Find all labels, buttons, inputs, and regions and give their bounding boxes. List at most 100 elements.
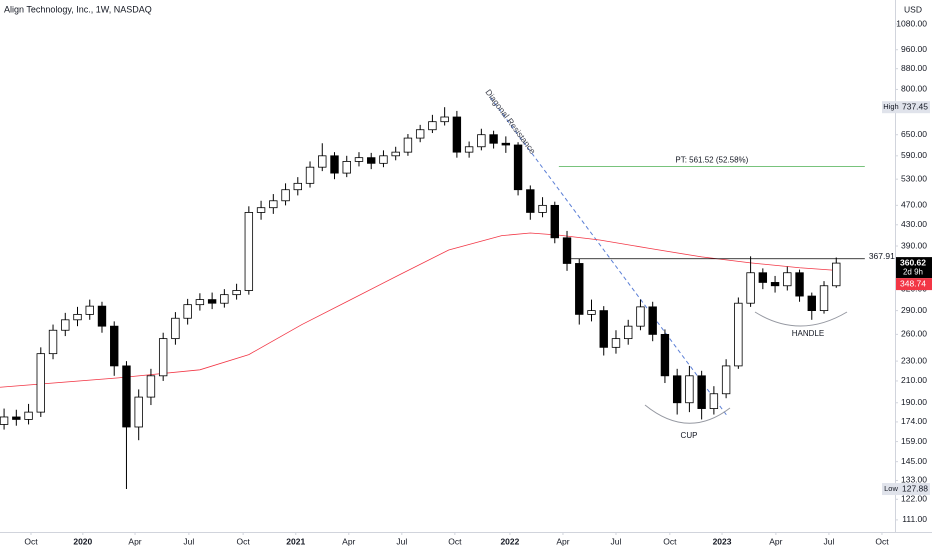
x-tick-label: Oct (448, 536, 462, 546)
candle-body (293, 182, 302, 191)
candle-body (795, 272, 804, 297)
x-tick-label: Jul (611, 536, 622, 546)
high-value: 737.45 (902, 101, 928, 111)
high-tag: High (883, 102, 898, 111)
candle-body (342, 161, 351, 174)
low-value-box (900, 483, 930, 496)
candle-body (134, 396, 143, 428)
cup-label: CUP (681, 431, 698, 440)
y-tick-label: 260.00 (901, 329, 927, 339)
y-tick-label: 590.00 (901, 150, 927, 160)
candle-body (538, 204, 547, 213)
candle-body (452, 116, 462, 153)
x-tick-label: Apr (556, 536, 569, 546)
y-tick-label: 145.00 (901, 456, 927, 466)
y-tick-label: 800.00 (901, 84, 927, 94)
candle-body (36, 353, 45, 413)
candle-body (562, 237, 572, 264)
y-tick-label: 190.00 (901, 397, 927, 407)
chart-title: Align Technology, Inc., 1W, NASDAQ (4, 4, 152, 14)
candle-body (685, 375, 694, 404)
candle-body (660, 333, 670, 377)
low-value: 127.88 (902, 483, 928, 493)
y-tick-label: 1080.00 (896, 18, 927, 28)
candle-body (256, 207, 266, 213)
x-tick-label: Oct (237, 536, 251, 546)
y-tick-label: 133.00 (901, 475, 927, 485)
y-tick-label: 174.00 (901, 416, 927, 426)
x-tick-label: Apr (342, 536, 355, 546)
x-tick-label: Jul (183, 536, 194, 546)
ma-price: 348.74 (900, 278, 926, 288)
countdown: 2d 9h (903, 268, 923, 277)
y-tick-label: 880.00 (901, 63, 927, 73)
candle-body (330, 155, 339, 174)
handle-arc (754, 311, 848, 327)
candle-body (758, 272, 768, 283)
y-tick-label: 530.00 (901, 173, 927, 183)
candle-body (734, 302, 743, 367)
y-tick-label: 470.00 (901, 200, 927, 210)
candle-body (12, 416, 21, 420)
x-tick-label: 2020 (73, 536, 92, 546)
candle-body (415, 129, 425, 139)
low-tag-box (882, 483, 900, 496)
candle-body (648, 306, 657, 335)
y-tick-label: 122.00 (901, 494, 927, 504)
candle-body (832, 262, 841, 287)
candle-body (158, 338, 168, 377)
candle-body (526, 189, 535, 213)
candle-body (183, 304, 192, 319)
y-tick-label: 390.00 (901, 240, 927, 250)
candle-body (354, 157, 364, 162)
x-tick-label: Jul (396, 536, 407, 546)
candle-body (513, 144, 523, 191)
x-tick-label: Jul (823, 536, 834, 546)
candle-body (305, 166, 315, 184)
candle-body (672, 375, 682, 404)
candle-body (0, 416, 9, 425)
candle-body (819, 285, 829, 311)
candle-body (61, 319, 70, 331)
candle-body (477, 134, 486, 148)
candle-body (379, 155, 388, 164)
x-tick-label: Apr (128, 536, 141, 546)
candle-body (391, 151, 400, 157)
candle-body (501, 142, 511, 146)
candle-body (367, 157, 376, 164)
high-value-box (900, 101, 930, 114)
candle-body (550, 204, 559, 239)
candle-body (697, 375, 706, 409)
candle-body (281, 189, 290, 202)
candle-body (440, 116, 449, 123)
candle-body (146, 375, 156, 398)
x-tick-label: 2022 (500, 536, 519, 546)
x-tick-label: 2021 (286, 536, 305, 546)
candle-body (24, 411, 33, 420)
y-tick-label: 430.00 (901, 219, 927, 229)
candle-body (575, 263, 584, 315)
candle-body (624, 325, 633, 340)
y-tick-label: 230.00 (901, 355, 927, 365)
candle-body (48, 329, 58, 355)
ma-price-box (896, 278, 932, 291)
candle-body (770, 282, 780, 287)
candle-body (207, 299, 217, 304)
candle-body (464, 146, 474, 153)
level-label: 367.91 (869, 251, 895, 261)
currency: USD (904, 4, 922, 14)
last-price-box (896, 257, 932, 279)
candle-body (85, 305, 94, 315)
candle-body (122, 365, 131, 428)
candle-body (599, 310, 608, 348)
candle-body (195, 299, 205, 306)
candle-body (220, 294, 229, 304)
candle-body (489, 134, 498, 144)
x-tick-label: Oct (663, 536, 677, 546)
y-tick-label: 159.00 (901, 436, 927, 446)
x-tick-label: Oct (24, 536, 38, 546)
candle-body (244, 212, 254, 291)
candle-body (783, 272, 792, 287)
